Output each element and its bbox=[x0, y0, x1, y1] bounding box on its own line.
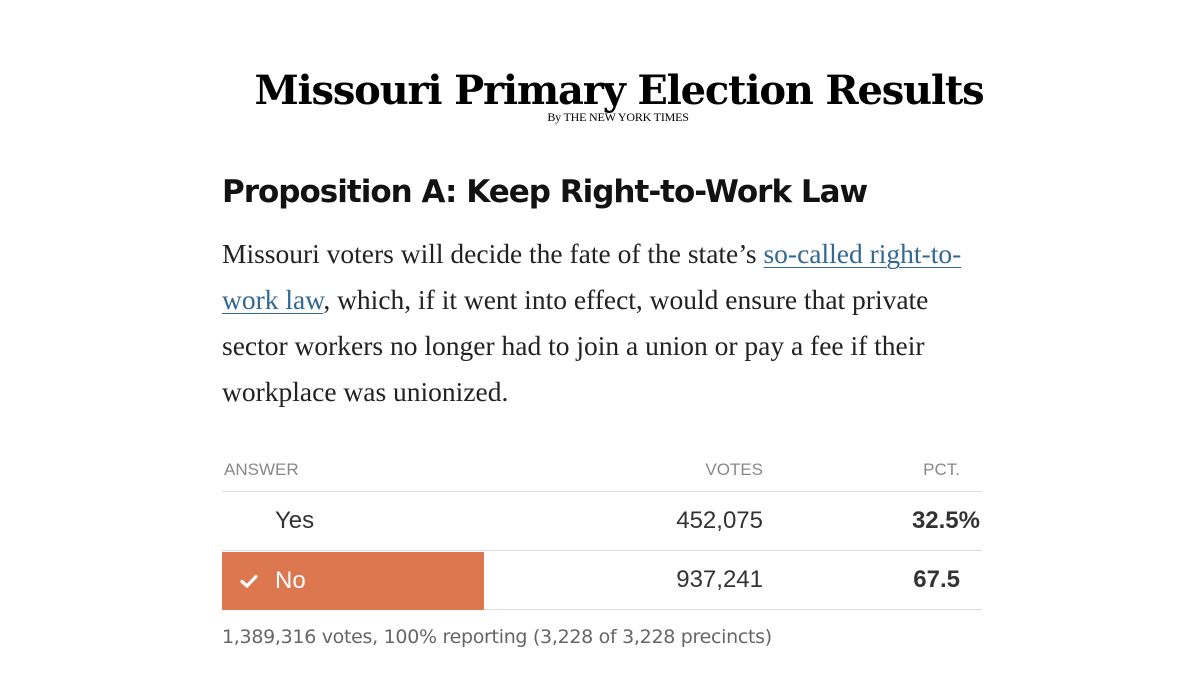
page-title: Missouri Primary Election Results bbox=[254, 66, 984, 114]
pct-column-header: Pct. bbox=[923, 460, 960, 479]
description-text-before: Missouri voters will decide the fate of … bbox=[222, 238, 764, 269]
proposition-description: Missouri voters will decide the fate of … bbox=[222, 231, 964, 415]
results-header: Answer Votes Pct. bbox=[222, 457, 982, 492]
pct-value: 32.5 bbox=[911, 507, 959, 534]
byline-org: The New York Times bbox=[563, 110, 689, 124]
description-text-after: , which, if it went into effect, would e… bbox=[222, 284, 929, 407]
proposition-title: Proposition A: Keep Right-to-Work Law bbox=[222, 174, 868, 210]
checkmark-icon bbox=[222, 574, 275, 588]
answer-cell-winner: No bbox=[222, 552, 484, 610]
result-row-no: No 937,241 67.5 bbox=[222, 551, 982, 610]
answer-label: No bbox=[275, 567, 306, 594]
proposition-section: Proposition A: Keep Right-to-Work Law Mi… bbox=[222, 168, 984, 648]
votes-column-header: Votes bbox=[705, 460, 763, 479]
results-table: Answer Votes Pct. Yes 452,075 32.5% No 9… bbox=[222, 457, 982, 648]
vote-percentage: 67.5 bbox=[913, 551, 960, 609]
answer-cell: Yes bbox=[222, 492, 484, 550]
right-to-work-link[interactable]: so-called right-to-work law bbox=[222, 238, 962, 315]
byline: By The New York Times bbox=[0, 110, 1200, 125]
answer-column-header: Answer bbox=[224, 460, 299, 479]
result-row-yes: Yes 452,075 32.5% bbox=[222, 492, 982, 551]
votes-count: 937,241 bbox=[676, 566, 763, 593]
answer-label: Yes bbox=[275, 507, 315, 534]
pct-value: 67.5 bbox=[913, 566, 960, 593]
votes-count: 452,075 bbox=[676, 507, 763, 534]
vote-percentage: 32.5% bbox=[912, 492, 980, 550]
pct-sign: % bbox=[958, 507, 980, 534]
results-summary: 1,389,316 votes, 100% reporting (3,228 o… bbox=[222, 626, 772, 648]
byline-prefix: By bbox=[547, 110, 561, 124]
